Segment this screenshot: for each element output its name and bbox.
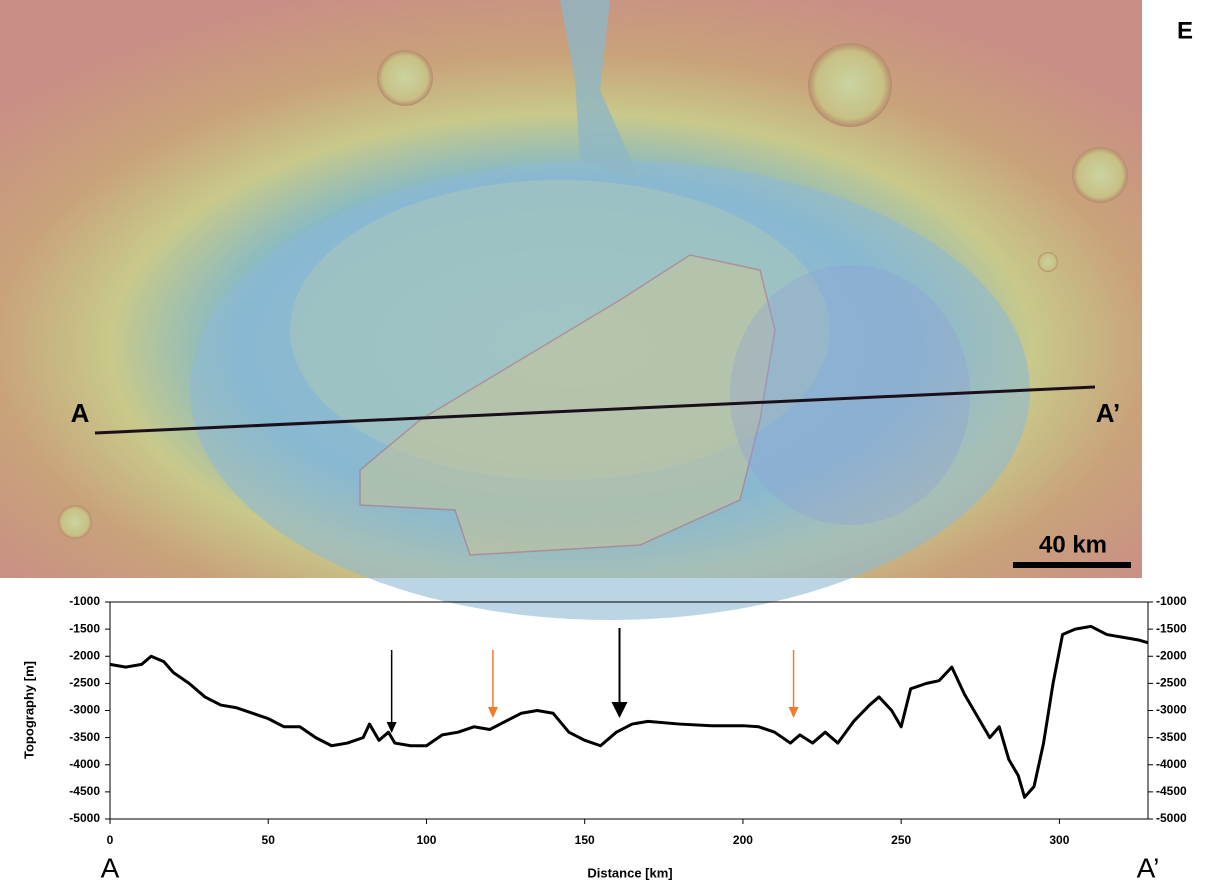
y2-tick-label: -1000 <box>1156 594 1187 608</box>
small-crater <box>808 43 892 127</box>
small-crater <box>1072 147 1128 203</box>
y-tick-label: -3500 <box>69 730 100 744</box>
x-tick-label: 0 <box>107 833 114 847</box>
small-crater <box>1038 252 1058 272</box>
y2-tick-label: -4500 <box>1156 784 1187 798</box>
chart-end-label: A’ <box>1137 852 1160 883</box>
profile-start-label: A <box>71 398 90 428</box>
profile-line <box>110 626 1148 797</box>
y2-tick-label: -2500 <box>1156 676 1187 690</box>
x-tick-label: 300 <box>1049 833 1069 847</box>
x-axis-label: Distance [km] <box>587 865 672 880</box>
figure: A A’ 40 km E A A’ Distance [km] Topograp… <box>0 0 1218 887</box>
x-tick-label: 100 <box>416 833 436 847</box>
y-tick-label: -2500 <box>69 676 100 690</box>
small-crater <box>377 50 433 106</box>
y-tick-label: -1500 <box>69 621 100 635</box>
small-crater <box>58 505 92 539</box>
arrow <box>789 650 799 718</box>
profile-end-label: A’ <box>1096 398 1121 428</box>
scale-bar <box>1013 562 1131 568</box>
y-tick-label: -3000 <box>69 703 100 717</box>
y-tick-label: -1000 <box>69 594 100 608</box>
arrow-part <box>488 707 498 718</box>
y2-tick-label: -4000 <box>1156 757 1187 771</box>
scale-bar-label: 40 km <box>1039 531 1107 558</box>
y2-tick-label: -2000 <box>1156 648 1187 662</box>
y-tick-label: -4000 <box>69 757 100 771</box>
x-tick-label: 200 <box>733 833 753 847</box>
figure-label: E <box>1177 17 1193 44</box>
y2-tick-label: -5000 <box>1156 811 1187 825</box>
y-tick-label: -4500 <box>69 784 100 798</box>
chart-start-label: A <box>101 852 120 883</box>
map: A A’ 40 km <box>0 0 1142 620</box>
y2-tick-label: -3500 <box>1156 730 1187 744</box>
plot-frame <box>110 602 1148 819</box>
y-axis-label: Topography [m] <box>21 661 36 759</box>
x-tick-label: 150 <box>575 833 595 847</box>
y2-tick-label: -3000 <box>1156 703 1187 717</box>
arrow-part <box>789 707 799 718</box>
y-tick-label: -2000 <box>69 648 100 662</box>
y2-tick-label: -1500 <box>1156 621 1187 635</box>
arrow <box>387 650 397 733</box>
x-tick-label: 50 <box>262 833 276 847</box>
y-tick-label: -5000 <box>69 811 100 825</box>
x-tick-label: 250 <box>891 833 911 847</box>
arrow <box>612 628 628 718</box>
arrow-part <box>612 702 628 718</box>
arrow <box>488 650 498 718</box>
